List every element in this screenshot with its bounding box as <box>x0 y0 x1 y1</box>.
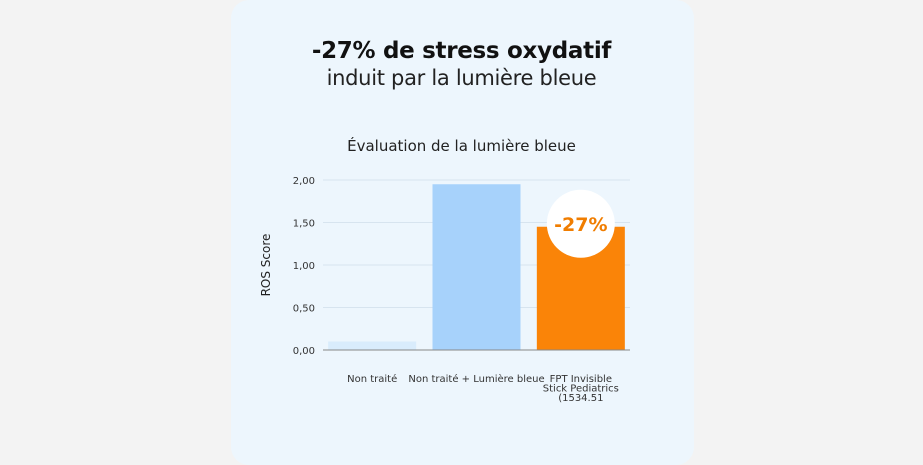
bar <box>432 184 521 350</box>
y-tick-label: 1,50 <box>293 219 315 230</box>
subheadline: induit par la lumière bleue <box>326 66 597 90</box>
y-tick-label: 1,00 <box>293 261 315 272</box>
x-category-label: (1534.51 <box>558 393 603 404</box>
x-category-label: Non traité <box>347 373 397 385</box>
bar <box>328 341 417 350</box>
x-category-label: Stick Pediatrics <box>543 384 619 395</box>
x-category-label: FPT Invisible <box>550 374 612 385</box>
annotation-badge <box>546 189 615 258</box>
x-category-label: Non traité + Lumière bleue <box>408 373 544 385</box>
annotation-label: -27% <box>554 214 607 236</box>
chart-title: Évaluation de la lumière bleue <box>347 137 576 155</box>
y-axis-label: ROS Score <box>259 234 273 297</box>
headline: -27% de stress oxydatif <box>311 38 612 64</box>
y-tick-label: 0,00 <box>293 346 315 357</box>
y-tick-label: 2,00 <box>293 176 315 187</box>
y-tick-label: 0,50 <box>293 304 315 315</box>
